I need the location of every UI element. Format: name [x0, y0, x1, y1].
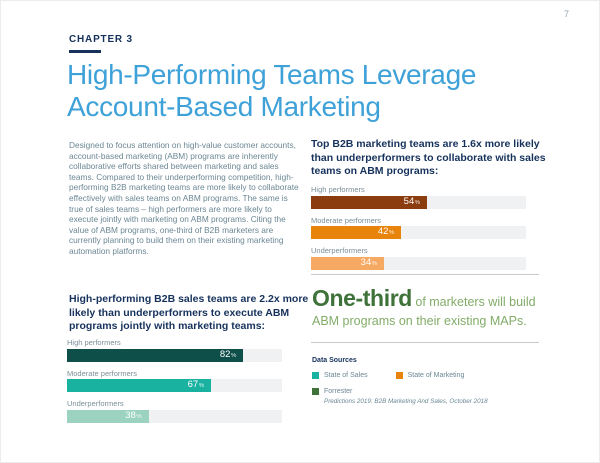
- bar-value-label: 42%: [377, 226, 395, 237]
- bar-group: Underperformers 38%: [67, 399, 282, 423]
- marketing-bar-chart: High performers 54% Moderate performers …: [311, 185, 526, 277]
- section-divider: [311, 274, 539, 275]
- bar-value-label: 54%: [403, 195, 421, 207]
- legend-item-state-of-marketing: State of Marketing: [395, 372, 465, 379]
- one-third-callout: One-third of marketers will build ABM pr…: [312, 285, 552, 330]
- legend-item-state-of-sales: State of Sales: [312, 372, 368, 379]
- state-of-marketing-swatch-icon: [395, 372, 403, 379]
- bar-fill: 42%: [311, 226, 402, 239]
- legend-row: State of Sales State of Marketing: [312, 372, 552, 379]
- bar-fill: 82%: [67, 348, 244, 362]
- sales-chart-heading: High-performing B2B sales teams are 2.2x…: [69, 293, 309, 332]
- callout-rest: of marketers will build: [411, 295, 536, 309]
- bar-category-label: Underperformers: [67, 399, 124, 408]
- bar-value-label: 34%: [360, 256, 378, 268]
- data-sources: Data Sources State of Sales State of Mar…: [312, 357, 552, 405]
- page-number: 7: [563, 9, 569, 19]
- forrester-swatch-icon: [312, 388, 319, 395]
- bar-value-label: 82%: [219, 348, 237, 360]
- page-title-line1: High-Performing Teams Leverage: [67, 59, 477, 90]
- bar-category-label: Underperformers: [311, 246, 368, 255]
- bar-group: High performers 82%: [67, 338, 282, 362]
- bar-track: 54%: [311, 195, 526, 209]
- data-sources-heading: Data Sources: [312, 357, 357, 364]
- bar-track: 67%: [67, 379, 282, 392]
- legend-source-note: Predictions 2019: B2B Marketing And Sale…: [324, 398, 488, 405]
- page-title-line2: Account-Based Marketing: [67, 91, 381, 122]
- callout-line2: ABM programs on their existing MAPs.: [312, 314, 527, 328]
- chapter-underline: [69, 50, 101, 53]
- bar-track: 34%: [311, 256, 526, 270]
- bar-track: 82%: [67, 348, 282, 362]
- bar-track: 42%: [311, 226, 526, 239]
- bar-fill: 54%: [311, 195, 428, 209]
- bar-category-label: Moderate performers: [311, 215, 382, 225]
- callout-highlight: One-third: [312, 285, 412, 311]
- bar-fill: 38%: [67, 409, 149, 423]
- legend-label: Forrester: [324, 388, 353, 395]
- bar-category-label: High performers: [67, 338, 121, 347]
- legend-label: State of Sales: [324, 372, 368, 379]
- state-of-sales-swatch-icon: [312, 372, 319, 379]
- bar-value-label: 67%: [187, 379, 205, 390]
- page-title: High-Performing Teams Leverage Account-Ba…: [67, 59, 476, 123]
- bar-group: Underperformers 34%: [311, 246, 526, 270]
- section-divider: [311, 342, 539, 343]
- legend-label: State of Marketing: [407, 372, 465, 379]
- legend-item-forrester: Forrester: [312, 388, 352, 395]
- bar-value-label: 38%: [125, 409, 142, 421]
- bar-track: 38%: [67, 409, 282, 423]
- bar-category-label: High performers: [311, 185, 365, 194]
- bar-fill: 67%: [67, 379, 212, 392]
- sales-bar-chart: High performers 82% Moderate performers …: [67, 338, 282, 430]
- intro-paragraph: Designed to focus attention on high-valu…: [69, 140, 299, 256]
- bar-group: Moderate performers 67%: [67, 368, 282, 392]
- chapter-label: CHAPTER 3: [69, 34, 133, 45]
- bar-fill: 34%: [311, 256, 385, 270]
- bar-category-label: Moderate performers: [67, 368, 138, 378]
- legend-row: Forrester: [312, 388, 552, 395]
- bar-group: Moderate performers 42%: [311, 215, 526, 239]
- marketing-chart-heading: Top B2B marketing teams are 1.6x more li…: [311, 138, 546, 177]
- bar-group: High performers 54%: [311, 185, 526, 209]
